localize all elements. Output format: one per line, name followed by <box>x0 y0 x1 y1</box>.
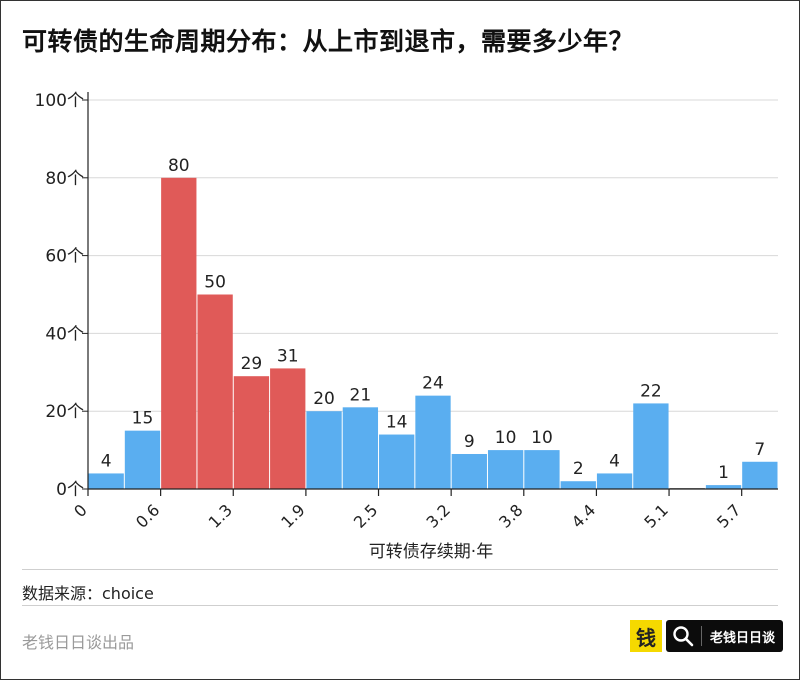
bar <box>451 453 487 489</box>
bar-value-label: 29 <box>241 354 263 374</box>
bar-value-label: 14 <box>386 413 408 433</box>
x-tick-label: 2.5 <box>350 500 381 531</box>
bar-value-label: 50 <box>204 273 226 293</box>
bar-value-label: 1 <box>718 463 729 483</box>
x-tick-label: 1.3 <box>205 500 236 531</box>
bar-value-label: 10 <box>531 428 553 448</box>
y-tick-label: 80个 <box>45 169 84 189</box>
x-tick-label: 3.8 <box>495 500 526 531</box>
bar <box>306 411 342 489</box>
bar <box>161 177 197 490</box>
chart-title: 可转债的生命周期分布：从上市到退市，需要多少年？ <box>22 27 635 56</box>
y-tick-label: 20个 <box>45 402 84 422</box>
x-tick-label: 1.9 <box>277 500 308 531</box>
bar <box>124 430 161 489</box>
bar-value-label: 7 <box>754 440 765 460</box>
bar <box>342 407 379 489</box>
bar <box>742 461 778 489</box>
bar-value-label: 22 <box>640 381 662 401</box>
bar-value-label: 4 <box>609 451 620 471</box>
logo-box: 老钱日日谈 <box>666 620 784 652</box>
bar <box>88 473 124 489</box>
x-tick-label: 0 <box>70 500 91 521</box>
bar-value-label: 20 <box>313 389 335 409</box>
bar-value-label: 24 <box>422 374 444 394</box>
x-axis-title: 可转债存续期·年 <box>369 542 493 562</box>
x-tick-label: 5.7 <box>713 500 744 531</box>
bar-value-label: 31 <box>277 346 299 366</box>
bar <box>415 395 451 489</box>
x-tick-label: 3.2 <box>423 500 454 531</box>
y-tick-label: 40个 <box>45 324 84 344</box>
bar-value-label: 4 <box>101 451 112 471</box>
y-tick-label: 100个 <box>35 91 84 111</box>
bar <box>270 368 306 489</box>
bar <box>379 434 415 489</box>
bar-value-label: 21 <box>350 385 372 405</box>
brand-logo: 钱 老钱日日谈 <box>630 620 784 652</box>
bar-value-label: 15 <box>132 409 154 429</box>
bar-value-label: 10 <box>495 428 517 448</box>
bar-value-label: 9 <box>464 432 475 452</box>
logo-text: 老钱日日谈 <box>710 630 776 646</box>
bar <box>233 376 270 489</box>
bar <box>487 450 524 489</box>
bar-value-label: 2 <box>573 459 584 479</box>
x-tick-label: 0.6 <box>132 500 163 531</box>
bar-value-label: 80 <box>168 156 190 176</box>
bar <box>633 403 669 489</box>
logo-mark: 钱 <box>630 620 662 652</box>
y-tick-label: 0个 <box>56 480 84 500</box>
bar <box>524 450 560 489</box>
brand-credit: 老钱日日谈出品 <box>22 633 135 652</box>
bar <box>705 485 742 489</box>
x-tick-label: 4.4 <box>568 500 599 531</box>
logo-divider <box>701 626 702 646</box>
bar <box>560 481 596 489</box>
bar <box>596 473 633 489</box>
bar <box>197 294 233 489</box>
search-icon <box>673 626 694 647</box>
data-source: 数据来源：choice <box>22 584 154 603</box>
x-tick-label: 5.1 <box>640 500 671 531</box>
y-tick-label: 60个 <box>45 247 84 267</box>
separator-bottom <box>22 605 778 606</box>
separator-top <box>22 569 778 570</box>
